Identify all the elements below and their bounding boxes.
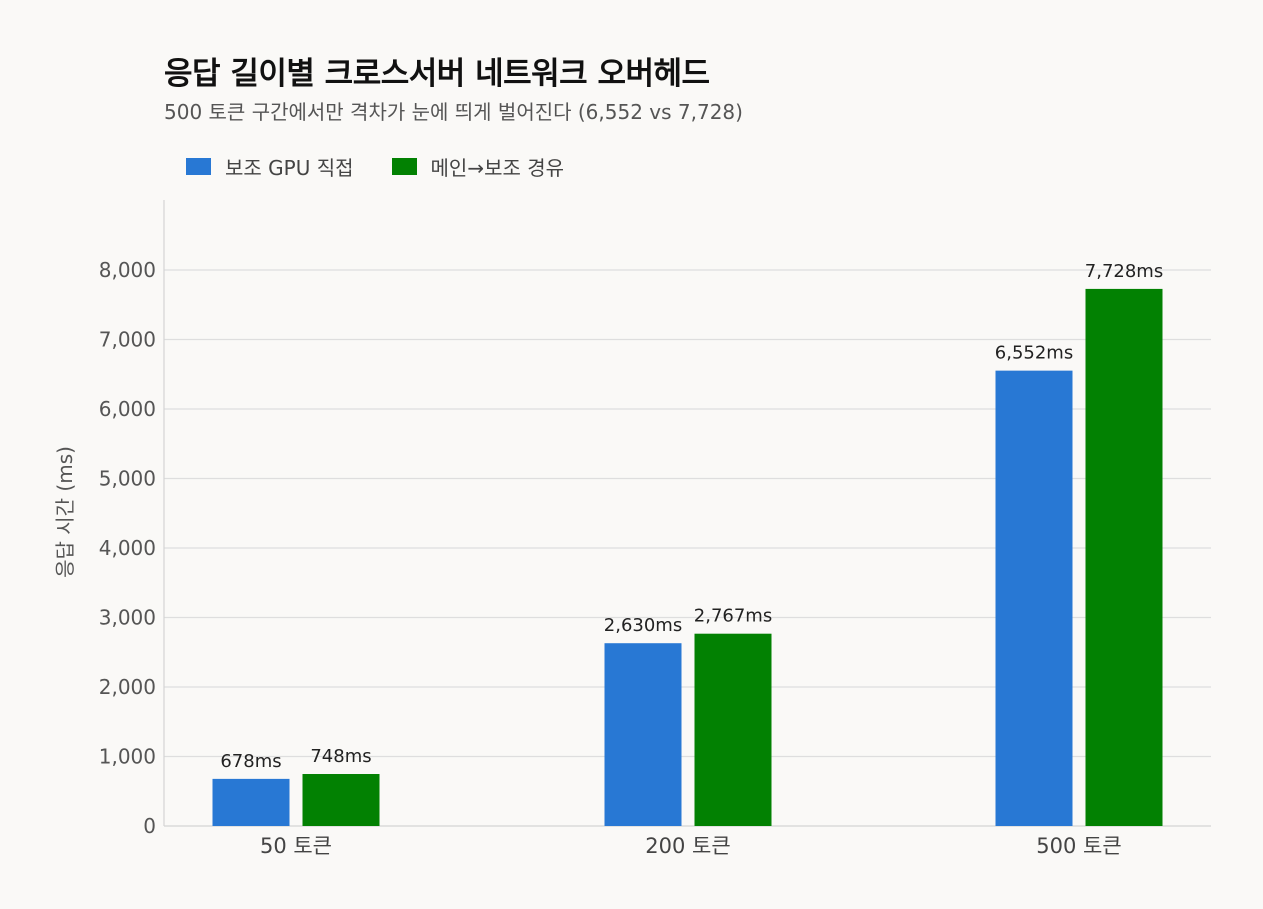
chart-title: 응답 길이별 크로스서버 네트워크 오버헤드 — [164, 56, 710, 92]
y-tick-label: 0 — [143, 814, 156, 838]
y-tick-label: 7,000 — [99, 328, 156, 352]
legend-swatch-series-2 — [391, 158, 417, 175]
data-label: 2,630ms — [604, 615, 682, 636]
y-axis-label: 응답 시간 (ms) — [53, 446, 77, 578]
legend-swatch-series-1 — [186, 158, 211, 175]
y-tick-label: 4,000 — [99, 536, 156, 560]
bar — [694, 633, 772, 826]
legend-label-series-2: 메인→보조 경유 — [430, 156, 565, 180]
y-tick-label: 2,000 — [99, 675, 156, 699]
x-tick-label: 50 토큰 — [260, 834, 332, 858]
bar — [995, 370, 1073, 826]
y-tick-label: 5,000 — [99, 467, 156, 491]
x-tick-label: 500 토큰 — [1036, 834, 1121, 858]
y-tick-label: 3,000 — [99, 606, 156, 630]
bar — [604, 643, 682, 826]
y-tick-label: 8,000 — [99, 258, 156, 282]
x-tick-label: 200 토큰 — [645, 834, 730, 858]
y-tick-label: 6,000 — [99, 397, 156, 421]
data-label: 678ms — [220, 751, 281, 772]
bar — [1085, 288, 1163, 826]
data-label: 6,552ms — [995, 343, 1073, 364]
legend-item-series-2: 메인→보조 경유 — [391, 152, 565, 181]
data-label: 2,767ms — [694, 606, 772, 627]
bar — [212, 778, 290, 826]
y-tick-label: 1,000 — [99, 745, 156, 769]
chart-subtitle: 500 토큰 구간에서만 격차가 눈에 띄게 벌어진다 (6,552 vs 7,… — [164, 100, 743, 124]
legend-label-series-1: 보조 GPU 직접 — [225, 156, 354, 180]
legend-item-series-1: 보조 GPU 직접 — [186, 152, 354, 181]
data-label: 748ms — [310, 746, 371, 767]
bar — [302, 774, 380, 826]
legend: 보조 GPU 직접 메인→보조 경유 — [186, 152, 564, 181]
data-label: 7,728ms — [1085, 261, 1163, 282]
